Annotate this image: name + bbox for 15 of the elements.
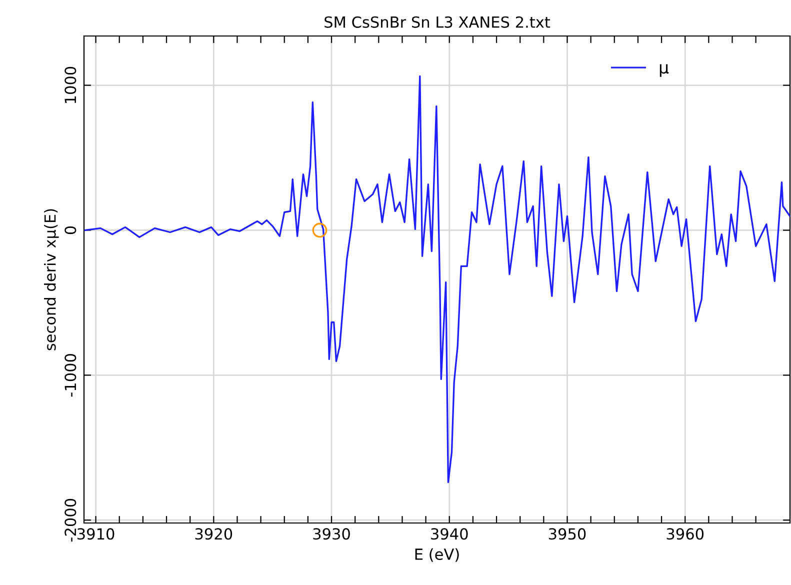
y-tick-label: 0 <box>64 226 76 234</box>
y-tick-label: -1000 <box>64 354 76 397</box>
y-tick-label: 1000 <box>64 66 76 104</box>
legend-label: μ <box>660 64 669 77</box>
line-series <box>84 75 790 484</box>
x-tick-label: 3960 <box>666 528 704 540</box>
x-tick-label: 3930 <box>313 528 350 540</box>
chart-title: SM CsSnBr Sn L3 XANES 2.txt <box>324 16 550 28</box>
x-tick-label: 3940 <box>431 528 468 540</box>
x-tick-label: 3950 <box>548 528 586 540</box>
y-tick-label: -2000 <box>64 498 76 542</box>
x-axis-title: E (eV) <box>415 548 459 562</box>
y-axis-title: second deriv xμ(E) <box>44 209 59 350</box>
x-tick-label: 3910 <box>78 528 114 540</box>
x-tick-label: 3920 <box>195 528 232 540</box>
